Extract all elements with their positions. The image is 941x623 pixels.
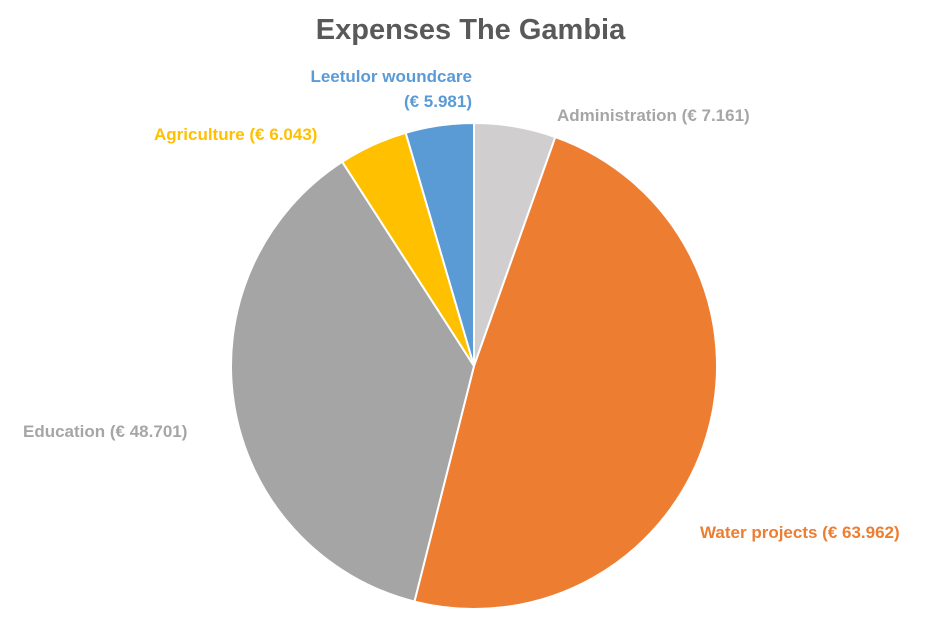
label-leetulor-woundcare: Leetulor woundcare (€ 5.981) [310,67,472,111]
label-agriculture: Agriculture (€ 6.043) [154,125,317,144]
slice-water-projects [413,135,718,610]
chart-title: Expenses The Gambia [315,14,626,46]
label-line: Agriculture (€ 6.043) [154,125,317,144]
label-administration: Administration (€ 7.161) [557,106,750,125]
label-education: Education (€ 48.701) [23,422,187,441]
label-line: Leetulor woundcare [310,67,472,86]
label-line: Education (€ 48.701) [23,422,187,441]
slice-leetulor-woundcare [404,121,475,367]
pie-slices [230,121,718,610]
label-line: (€ 5.981) [404,92,472,111]
slice-education [230,160,476,603]
label-water-projects: Water projects (€ 63.962) [700,523,900,542]
pie-labels: Administration (€ 7.161) Water projects (… [23,67,900,542]
label-line: Water projects (€ 63.962) [700,523,900,542]
label-line: Administration (€ 7.161) [557,106,750,125]
